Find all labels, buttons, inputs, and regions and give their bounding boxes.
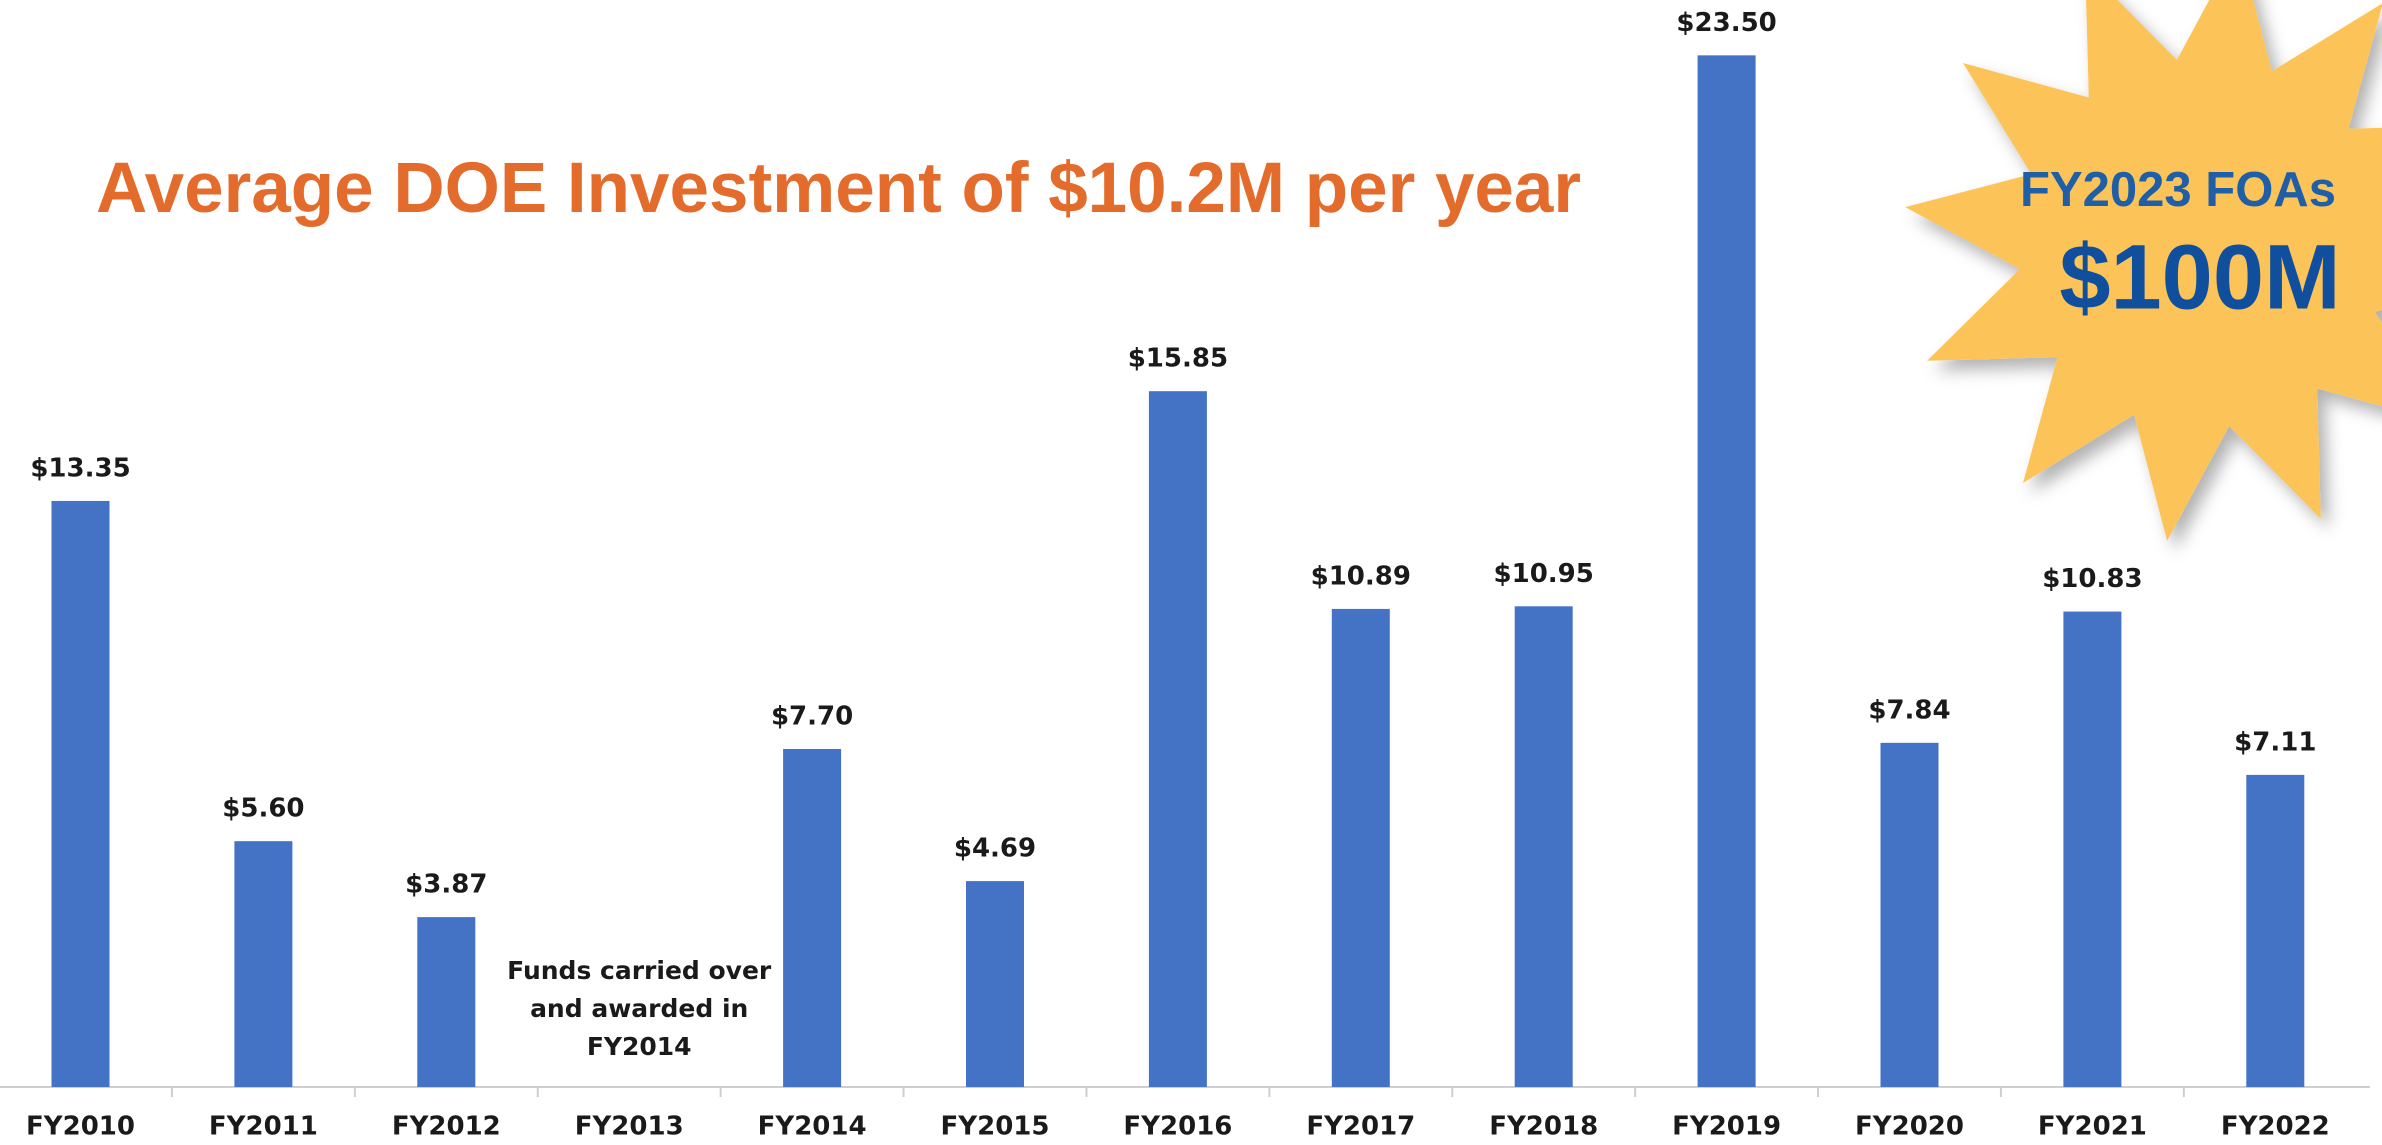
data-label: $15.85: [1128, 344, 1228, 374]
x-tick-label: FY2016: [1123, 1112, 1232, 1142]
x-tick-label: FY2013: [575, 1112, 684, 1142]
x-tick-label: FY2017: [1306, 1112, 1415, 1142]
callout-starburst: [1905, 0, 2382, 541]
x-tick-label: FY2012: [392, 1112, 501, 1142]
x-tick-label: FY2010: [26, 1112, 135, 1142]
data-label: $10.89: [1311, 561, 1411, 591]
annotation: FY2014: [587, 1032, 692, 1061]
data-label: $23.50: [1676, 8, 1776, 38]
data-label: $7.84: [1868, 695, 1950, 725]
bar: [417, 917, 476, 1087]
x-tick-label: FY2015: [941, 1112, 1050, 1142]
bar: [1880, 742, 1939, 1087]
bar: [2063, 611, 2122, 1087]
bar: [234, 841, 293, 1087]
bar: [1514, 606, 1573, 1087]
x-tick-label: FY2011: [209, 1112, 318, 1142]
x-tick-label: FY2021: [2038, 1112, 2147, 1142]
callout-text: FY2023 FOAs: [2020, 163, 2336, 217]
data-label: $10.83: [2042, 564, 2142, 594]
data-label: $10.95: [1494, 559, 1594, 589]
bar: [966, 881, 1024, 1087]
data-label: $13.35: [30, 453, 130, 483]
bar: [783, 748, 842, 1087]
chart-title: Average DOE Investment of $10.2M per yea…: [96, 149, 1581, 228]
annotation: and awarded in: [530, 994, 748, 1023]
bar: [1148, 391, 1207, 1087]
data-label: $4.69: [954, 834, 1036, 864]
x-tick-label: FY2019: [1672, 1112, 1781, 1142]
data-label: $3.87: [405, 870, 487, 900]
bar: [51, 500, 110, 1087]
data-label: $7.70: [771, 701, 853, 731]
x-tick-label: FY2020: [1855, 1112, 1964, 1142]
bar: [2246, 774, 2305, 1087]
bar: [1331, 608, 1390, 1087]
annotation: Funds carried over: [507, 956, 772, 985]
x-tick-label: FY2018: [1489, 1112, 1598, 1142]
x-tick-label: FY2022: [2221, 1112, 2330, 1142]
starburst-shape: [1905, 0, 2382, 541]
x-tick-label: FY2014: [758, 1112, 867, 1142]
data-label: $7.11: [2234, 727, 2316, 757]
callout-amount: $100M: [2059, 226, 2340, 328]
data-label: $5.60: [222, 794, 304, 824]
bar: [1697, 55, 1756, 1088]
